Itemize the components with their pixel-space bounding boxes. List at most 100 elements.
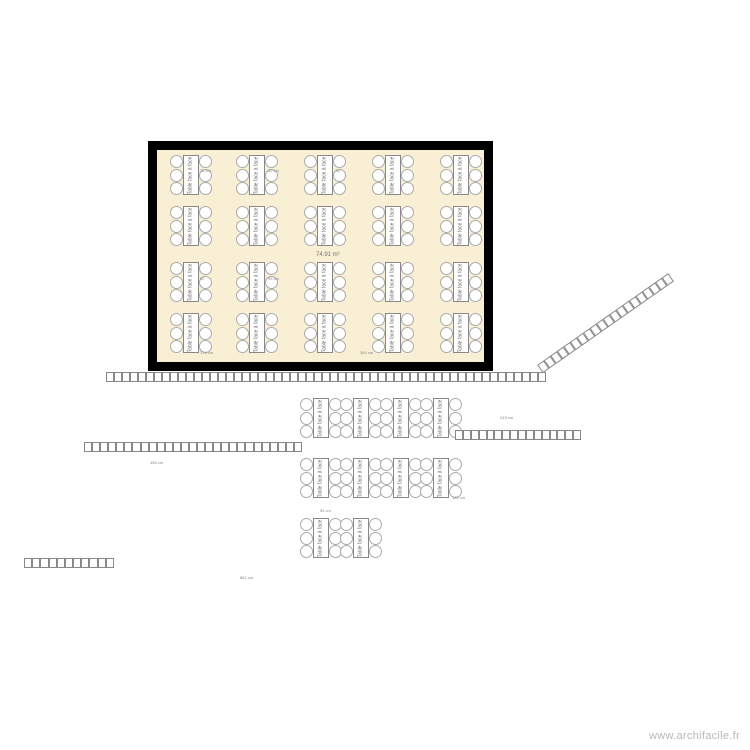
chair (265, 206, 278, 219)
chair (469, 262, 482, 275)
chair (340, 532, 353, 545)
dimension-label: 456 cm (150, 460, 163, 465)
chair (420, 412, 433, 425)
chair (340, 398, 353, 411)
chair (340, 518, 353, 531)
table-unit: Table face à face (304, 206, 346, 246)
chair (170, 276, 183, 289)
table-unit: Table face à face (300, 398, 342, 438)
table-label: Table face à face (391, 314, 396, 352)
chair (304, 220, 317, 233)
barrier (84, 442, 302, 452)
chair (469, 327, 482, 340)
chair (199, 206, 212, 219)
chair (304, 206, 317, 219)
table-label: Table face à face (255, 263, 260, 301)
chair (300, 518, 313, 531)
chair (265, 262, 278, 275)
chair (420, 458, 433, 471)
dimension-label: 92 (336, 168, 340, 173)
chair (401, 276, 414, 289)
chair (401, 220, 414, 233)
table-unit: Table face à face (380, 398, 422, 438)
chair (265, 220, 278, 233)
chair (236, 276, 249, 289)
table-unit: Table face à face (380, 458, 422, 498)
chair (304, 340, 317, 353)
chair (469, 276, 482, 289)
chair (236, 289, 249, 302)
chair (333, 340, 346, 353)
chair (300, 472, 313, 485)
table-rect: Table face à face (183, 155, 199, 195)
chair (420, 398, 433, 411)
chair (170, 340, 183, 353)
chair (340, 485, 353, 498)
table-unit: Table face à face (170, 206, 212, 246)
chair (304, 276, 317, 289)
chair (304, 313, 317, 326)
table-unit: Table face à face (300, 458, 342, 498)
table-label: Table face à face (319, 459, 324, 497)
table-label: Table face à face (391, 156, 396, 194)
chair (170, 327, 183, 340)
table-rect: Table face à face (353, 398, 369, 438)
table-label: Table face à face (399, 459, 404, 497)
table-label: Table face à face (323, 314, 328, 352)
chair (333, 289, 346, 302)
table-rect: Table face à face (393, 458, 409, 498)
table-unit: Table face à face (236, 262, 278, 302)
chair (333, 262, 346, 275)
table-rect: Table face à face (313, 458, 329, 498)
table-rect: Table face à face (433, 458, 449, 498)
chair (304, 327, 317, 340)
table-label: Table face à face (319, 399, 324, 437)
chair (401, 340, 414, 353)
table-rect: Table face à face (317, 262, 333, 302)
chair (372, 233, 385, 246)
chair (449, 398, 462, 411)
dimension-label: 92 (200, 276, 204, 281)
table-label: Table face à face (359, 519, 364, 557)
table-label: Table face à face (319, 519, 324, 557)
chair (199, 313, 212, 326)
chair (372, 182, 385, 195)
watermark-text: www.archifacile.fr (649, 730, 740, 742)
chair (449, 458, 462, 471)
chair (372, 220, 385, 233)
chair (236, 206, 249, 219)
chair (401, 206, 414, 219)
table-unit: Table face à face (304, 155, 346, 195)
chair (469, 155, 482, 168)
table-rect: Table face à face (433, 398, 449, 438)
chair (170, 182, 183, 195)
chair (469, 313, 482, 326)
chair (265, 340, 278, 353)
chair (449, 472, 462, 485)
table-rect: Table face à face (453, 155, 469, 195)
chair (401, 289, 414, 302)
chair (170, 220, 183, 233)
chair (440, 313, 453, 326)
table-label: Table face à face (189, 207, 194, 245)
table-rect: Table face à face (453, 313, 469, 353)
table-rect: Table face à face (317, 313, 333, 353)
dimension-label: 243 cm (500, 415, 513, 420)
table-label: Table face à face (439, 399, 444, 437)
table-label: Table face à face (359, 459, 364, 497)
table-label: Table face à face (323, 156, 328, 194)
table-label: Table face à face (399, 399, 404, 437)
chair (372, 327, 385, 340)
chair (236, 155, 249, 168)
chair (170, 313, 183, 326)
table-rect: Table face à face (453, 262, 469, 302)
chair (372, 169, 385, 182)
table-rect: Table face à face (317, 155, 333, 195)
table-rect: Table face à face (353, 458, 369, 498)
table-unit: Table face à face (440, 206, 482, 246)
table-label: Table face à face (189, 156, 194, 194)
chair (304, 169, 317, 182)
dimension-label: 92 cm (268, 168, 279, 173)
table-unit: Table face à face (236, 206, 278, 246)
chair (304, 289, 317, 302)
